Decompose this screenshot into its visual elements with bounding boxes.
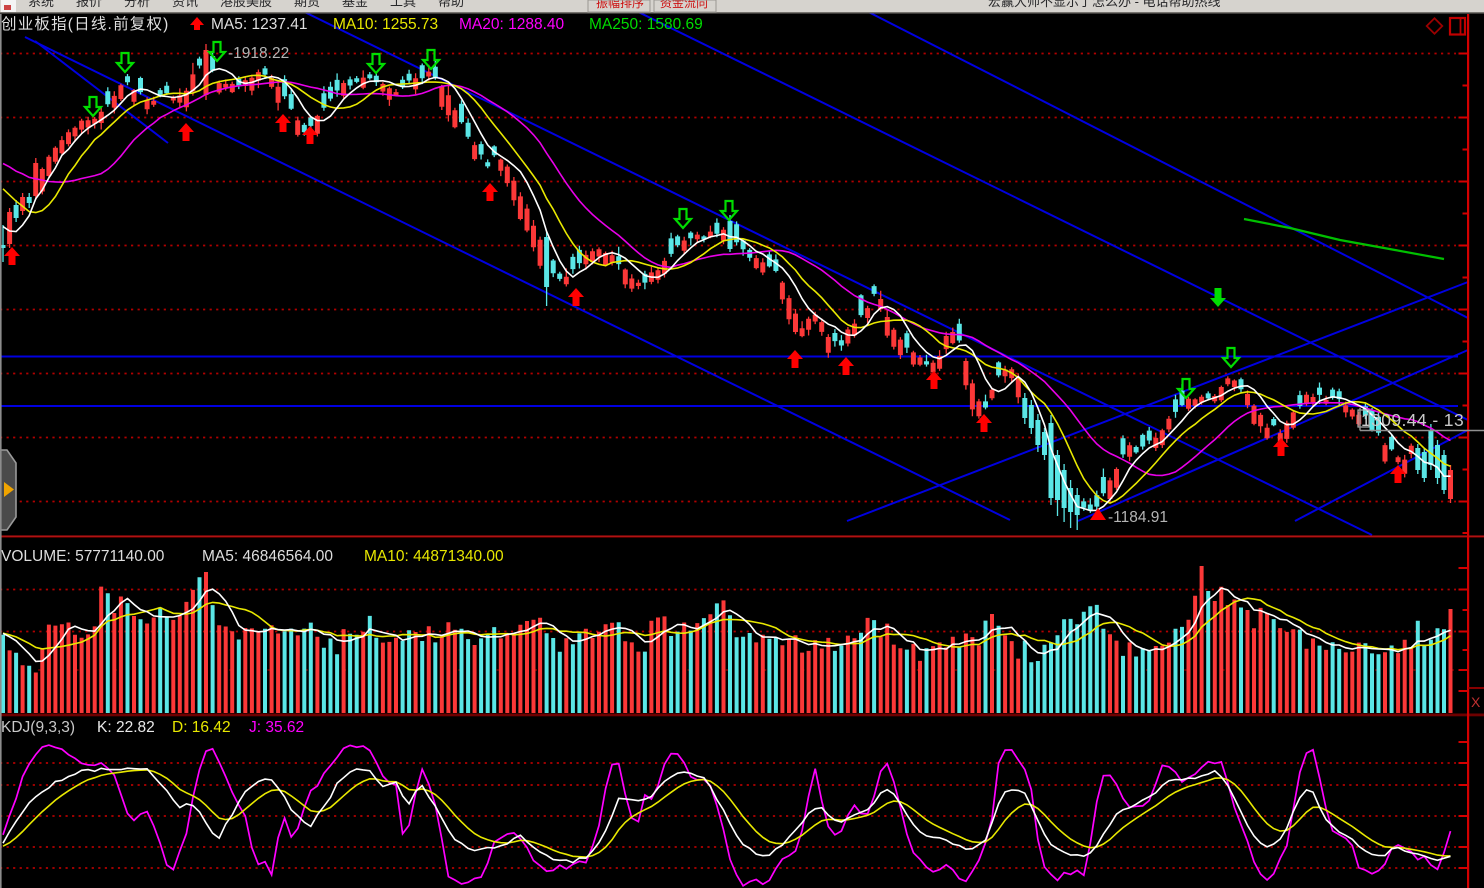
svg-text:系统: 系统: [28, 0, 54, 9]
svg-text:-1184.91: -1184.91: [1108, 509, 1168, 526]
svg-text:VOLUME: 57771140.00: VOLUME: 57771140.00: [1, 548, 165, 565]
svg-text:MA10: 1255.73: MA10: 1255.73: [333, 16, 438, 33]
svg-text:创业板指(日线.前复权): 创业板指(日线.前复权): [1, 15, 170, 33]
svg-text:基金: 基金: [342, 0, 368, 9]
svg-text:宏赢大师不显示了怎么办 - 电话帮助热线: 宏赢大师不显示了怎么办 - 电话帮助热线: [988, 0, 1221, 9]
svg-text:KDJ(9,3,3): KDJ(9,3,3): [1, 719, 75, 736]
svg-text:1309.44 - 13: 1309.44 - 13: [1361, 410, 1464, 430]
svg-text:MA5: 46846564.00: MA5: 46846564.00: [202, 548, 333, 565]
svg-text:报价: 报价: [76, 0, 102, 9]
svg-text:振幅排序: 振幅排序: [596, 0, 644, 10]
svg-text:帮助: 帮助: [438, 0, 464, 9]
svg-text:MA250: 1580.69: MA250: 1580.69: [589, 16, 703, 33]
svg-text:K: 22.82: K: 22.82: [97, 719, 155, 736]
svg-text:X: X: [1471, 694, 1481, 710]
svg-text:-1918.22: -1918.22: [228, 45, 289, 62]
svg-text:港股美股: 港股美股: [220, 0, 272, 9]
svg-text:MA5: 1237.41: MA5: 1237.41: [211, 16, 308, 33]
svg-text:J: 35.62: J: 35.62: [249, 719, 304, 736]
svg-text:期货: 期货: [294, 0, 320, 9]
svg-text:MA20: 1288.40: MA20: 1288.40: [459, 16, 565, 33]
svg-text:工具: 工具: [390, 0, 416, 9]
svg-text:MA10: 44871340.00: MA10: 44871340.00: [364, 548, 504, 565]
svg-text:分析: 分析: [124, 0, 150, 9]
svg-text:资讯: 资讯: [172, 0, 198, 9]
svg-text:资金流向: 资金流向: [660, 0, 708, 10]
svg-text:D: 16.42: D: 16.42: [172, 719, 231, 736]
